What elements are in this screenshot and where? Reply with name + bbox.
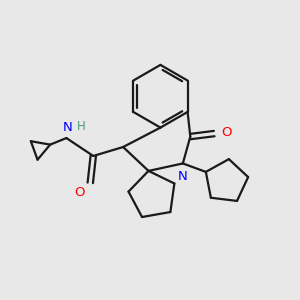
Text: N: N: [178, 170, 188, 183]
Text: O: O: [221, 126, 231, 139]
Text: O: O: [74, 186, 84, 199]
Text: H: H: [77, 120, 85, 133]
Text: N: N: [63, 122, 73, 134]
